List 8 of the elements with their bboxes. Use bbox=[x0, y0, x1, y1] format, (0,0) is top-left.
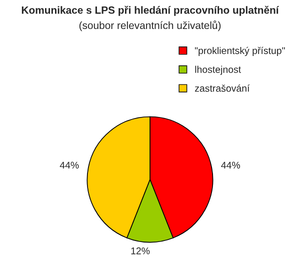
legend-label: "proklientský přístup" bbox=[195, 46, 285, 56]
chart-title: Komunikace s LPS při hledání pracovního uplatnění bbox=[22, 6, 280, 16]
legend-label: lhostejnost bbox=[195, 66, 242, 75]
legend-label: zastrašování bbox=[194, 84, 250, 92]
data-label: 12% bbox=[131, 247, 150, 254]
chart-subtitle: (soubor relevantních uživatelů) bbox=[79, 20, 221, 32]
data-label: 44% bbox=[60, 162, 79, 169]
data-label: 44% bbox=[221, 162, 240, 169]
